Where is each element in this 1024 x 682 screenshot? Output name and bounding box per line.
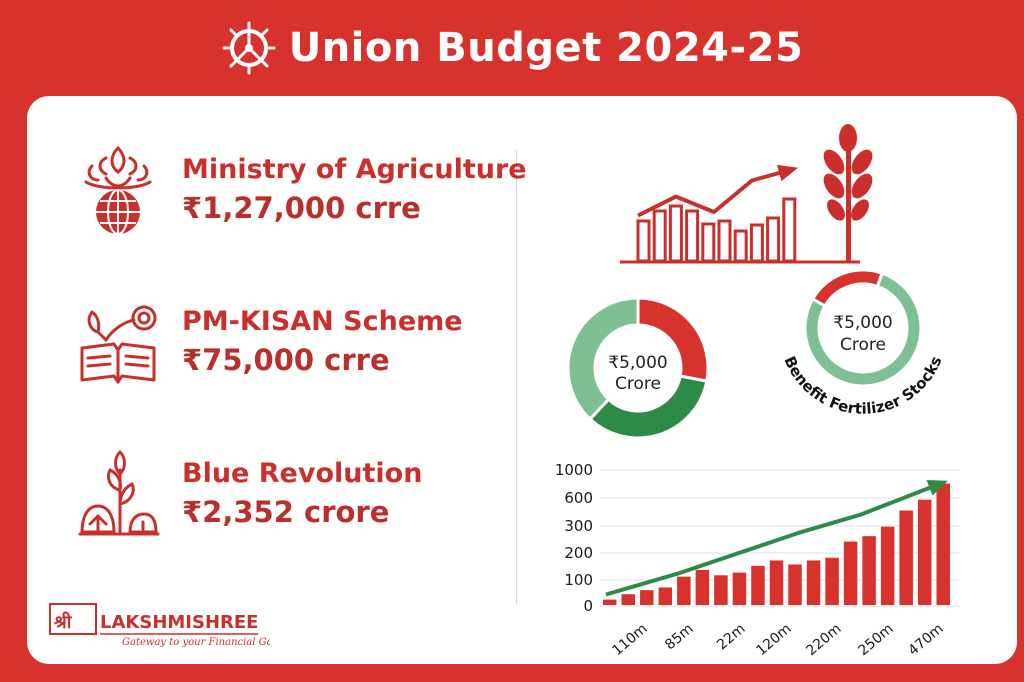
page-title: Union Budget 2024-25 xyxy=(288,25,804,71)
lakshmishree-logo: श्री LAKSHMISHREE Gateway to your Financ… xyxy=(49,603,270,648)
item-blue-revolution: Blue Revolution ₹2,352 crore xyxy=(76,444,422,544)
item-name: Blue Revolution xyxy=(182,458,423,489)
item-amount: ₹75,000 crre xyxy=(182,343,390,377)
header: Union Budget 2024-25 xyxy=(0,0,1024,96)
logo-brand: LAKSHMISHREE xyxy=(100,612,258,633)
logo-prefix: श्री xyxy=(54,611,73,633)
item-amount: ₹1,27,000 crre xyxy=(182,191,421,225)
item-name: PM-KISAN Scheme xyxy=(182,306,463,337)
plants-icon xyxy=(78,450,160,536)
item-ministry-of-agriculture: Ministry of Agriculture ₹1,27,000 crre xyxy=(76,140,527,240)
divider xyxy=(516,150,517,605)
logo-tagline: Gateway to your Financial Goals xyxy=(122,637,270,648)
item-pm-kisan-scheme: PM-KISAN Scheme ₹75,000 crre xyxy=(76,292,463,392)
ashoka-chakra-icon xyxy=(222,21,276,75)
item-amount: ₹2,352 crore xyxy=(182,495,390,529)
item-name: Ministry of Agriculture xyxy=(182,154,527,185)
book-sprout-icon xyxy=(80,305,157,384)
wheat-globe-icon xyxy=(84,145,152,235)
